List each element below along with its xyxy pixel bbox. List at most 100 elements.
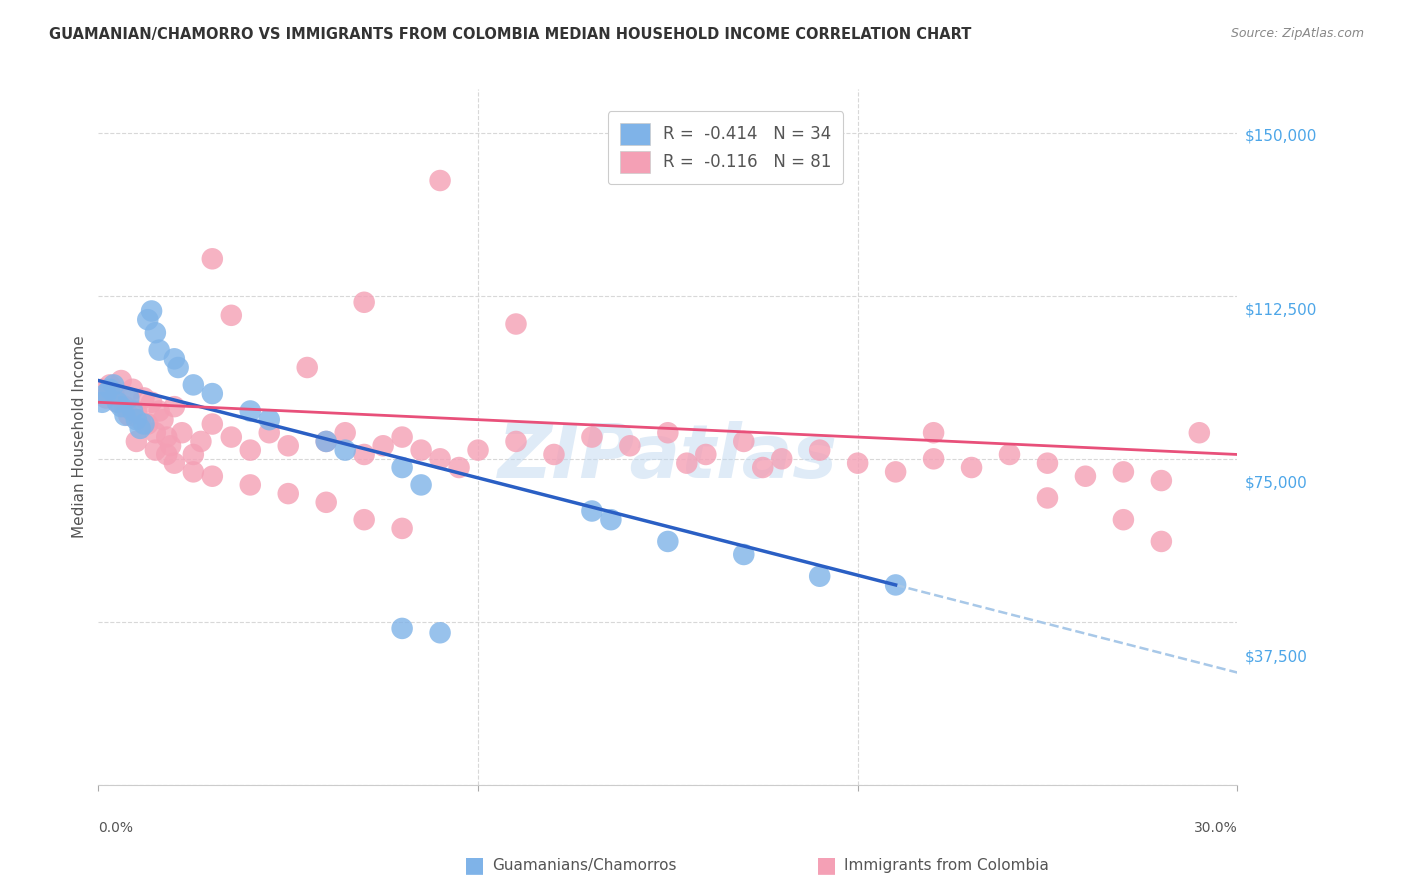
Point	[129, 421, 152, 435]
Text: ■: ■	[815, 855, 837, 875]
Text: ZIPatlas: ZIPatlas	[498, 421, 838, 494]
Text: GUAMANIAN/CHAMORRO VS IMMIGRANTS FROM COLOMBIA MEDIAN HOUSEHOLD INCOME CORRELATI: GUAMANIAN/CHAMORRO VS IMMIGRANTS FROM CO…	[49, 27, 972, 42]
Text: $112,500: $112,500	[1244, 302, 1316, 317]
Point	[170, 425, 193, 440]
Point	[201, 386, 224, 401]
Point	[132, 417, 155, 431]
Point	[239, 478, 262, 492]
Point	[884, 578, 907, 592]
Text: 30.0%: 30.0%	[1194, 821, 1237, 835]
Point	[922, 451, 945, 466]
Point	[91, 395, 114, 409]
Point	[543, 447, 565, 462]
Point	[91, 382, 114, 396]
Point	[94, 391, 117, 405]
Point	[752, 460, 775, 475]
Point	[183, 377, 205, 392]
Point	[145, 443, 167, 458]
Point	[391, 460, 413, 475]
Point	[98, 382, 121, 396]
Point	[429, 173, 451, 187]
Point	[1036, 456, 1059, 470]
Point	[159, 439, 181, 453]
Point	[201, 469, 224, 483]
Text: 0.0%: 0.0%	[98, 821, 134, 835]
Point	[391, 621, 413, 635]
Point	[121, 404, 143, 418]
Point	[297, 360, 319, 375]
Point	[110, 400, 132, 414]
Point	[221, 430, 243, 444]
Point	[152, 412, 174, 426]
Point	[411, 443, 433, 458]
Point	[103, 386, 125, 401]
Point	[183, 465, 205, 479]
Point	[141, 395, 163, 409]
Point	[449, 460, 471, 475]
Point	[619, 439, 641, 453]
Text: Guamanians/Chamorros: Guamanians/Chamorros	[492, 858, 676, 872]
Legend: R =  -0.414   N = 34, R =  -0.116   N = 81: R = -0.414 N = 34, R = -0.116 N = 81	[607, 112, 842, 185]
Point	[107, 395, 129, 409]
Point	[239, 404, 262, 418]
Point	[103, 377, 125, 392]
Point	[259, 425, 281, 440]
Point	[125, 434, 148, 449]
Point	[371, 439, 394, 453]
Text: $37,500: $37,500	[1244, 650, 1308, 665]
Point	[190, 434, 212, 449]
Point	[148, 343, 170, 357]
Text: $75,000: $75,000	[1244, 476, 1308, 491]
Point	[391, 430, 413, 444]
Point	[505, 317, 527, 331]
Point	[808, 443, 831, 458]
Point	[922, 425, 945, 440]
Point	[277, 486, 299, 500]
Point	[98, 377, 121, 392]
Point	[657, 534, 679, 549]
Point	[581, 504, 603, 518]
Point	[129, 412, 152, 426]
Point	[94, 386, 117, 401]
Point	[353, 513, 375, 527]
Point	[1112, 513, 1135, 527]
Point	[429, 625, 451, 640]
Point	[145, 326, 167, 340]
Point	[136, 417, 159, 431]
Point	[505, 434, 527, 449]
Point	[156, 447, 179, 462]
Point	[167, 360, 190, 375]
Point	[239, 443, 262, 458]
Point	[259, 412, 281, 426]
Point	[581, 430, 603, 444]
Point	[136, 312, 159, 326]
Y-axis label: Median Household Income: Median Household Income	[72, 335, 87, 539]
Point	[998, 447, 1021, 462]
Text: Source: ZipAtlas.com: Source: ZipAtlas.com	[1230, 27, 1364, 40]
Text: Immigrants from Colombia: Immigrants from Colombia	[844, 858, 1049, 872]
Point	[121, 382, 143, 396]
Point	[770, 451, 793, 466]
Point	[141, 304, 163, 318]
Point	[163, 400, 186, 414]
Point	[156, 430, 179, 444]
Point	[110, 374, 132, 388]
Point	[315, 495, 337, 509]
Point	[353, 447, 375, 462]
Point	[1150, 534, 1173, 549]
Point	[1036, 491, 1059, 505]
Point	[118, 391, 141, 405]
Point	[353, 295, 375, 310]
Point	[114, 409, 136, 423]
Point	[145, 425, 167, 440]
Point	[107, 395, 129, 409]
Point	[467, 443, 489, 458]
Text: ■: ■	[464, 855, 485, 875]
Point	[695, 447, 717, 462]
Point	[429, 451, 451, 466]
Point	[315, 434, 337, 449]
Point	[600, 513, 623, 527]
Point	[676, 456, 699, 470]
Point	[808, 569, 831, 583]
Point	[201, 417, 224, 431]
